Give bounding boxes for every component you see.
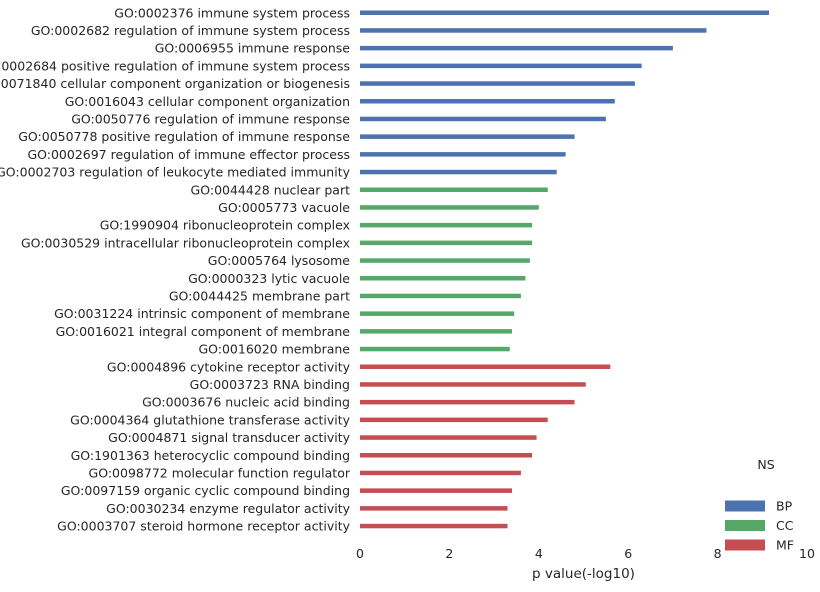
legend-swatch-cc — [725, 520, 765, 531]
bar-29 — [360, 506, 508, 511]
bar-12 — [360, 205, 539, 210]
y-tick-label: GO:0030529 intracellular ribonucleoprote… — [21, 235, 350, 250]
bar-3 — [360, 45, 673, 51]
bar-11 — [360, 187, 548, 192]
y-tick-label: GO:0050778 positive regulation of immune… — [18, 129, 350, 144]
bar-28 — [360, 488, 512, 493]
bar-23 — [360, 399, 575, 405]
y-tick-label: GO:0071840 cellular component organizati… — [0, 76, 350, 91]
y-tick-label: GO:0050776 regulation of immune response — [71, 111, 350, 126]
x-tick-label: 0 — [356, 546, 364, 561]
x-tick-label: 4 — [535, 546, 543, 561]
x-tick-label: 8 — [714, 546, 722, 561]
x-tick-labels: 0 2 4 6 8 10 — [356, 546, 815, 561]
bar-4 — [360, 63, 642, 69]
y-tick-label: GO:0002684 positive regulation of immune… — [0, 58, 350, 73]
x-axis-label: p value(-log10) — [532, 566, 635, 582]
y-tick-label: GO:1990904 ribonucleoprotein complex — [100, 218, 350, 233]
y-tick-label: GO:0031224 intrinsic component of membra… — [54, 306, 350, 321]
bar-10 — [360, 169, 557, 175]
bar-20 — [360, 346, 510, 352]
bars-layer — [360, 10, 770, 529]
y-tick-label: GO:0003676 nucleic acid binding — [142, 395, 350, 410]
y-tick-label: GO:0016021 integral component of membran… — [56, 324, 351, 339]
legend-label-mf: MF — [776, 538, 794, 553]
y-tick-label: GO:0006955 immune response — [155, 41, 351, 56]
y-tick-label: GO:0004364 glutathione transferase activ… — [70, 412, 350, 427]
legend-title: NS — [757, 457, 774, 472]
y-tick-label: GO:0002703 regulation of leukocyte media… — [0, 165, 351, 180]
y-tick-label: GO:0030234 enzyme regulator activity — [106, 501, 350, 516]
bar-16 — [360, 276, 526, 281]
bar-13 — [360, 222, 533, 228]
x-tick-label: 2 — [445, 546, 453, 561]
bar-22 — [360, 382, 586, 387]
y-tick-label: GO:0098772 molecular function regulator — [89, 465, 351, 480]
bar-6 — [360, 99, 615, 104]
y-tick-label: GO:0002682 regulation of immune system p… — [31, 23, 350, 38]
bar-27 — [360, 470, 521, 476]
bar-8 — [360, 134, 575, 139]
y-tick-label: GO:0004871 signal transducer activity — [108, 430, 350, 445]
y-tick-label: GO:0005773 vacuole — [218, 200, 350, 215]
bar-25 — [360, 435, 537, 440]
bar-24 — [360, 417, 548, 423]
bar-9 — [360, 152, 566, 157]
y-tick-label: GO:0003707 steroid hormone receptor acti… — [57, 519, 350, 534]
x-tick-label: 6 — [624, 546, 632, 561]
y-tick-labels: GO:0002376 immune system process GO:00026… — [0, 5, 351, 533]
y-tick-label: GO:0000323 lytic vacuole — [188, 271, 350, 286]
y-tick-label: GO:0016043 cellular component organizati… — [65, 94, 350, 109]
legend-label-bp: BP — [776, 499, 793, 514]
bar-2 — [360, 28, 707, 33]
legend-label-cc: CC — [776, 518, 794, 533]
bar-26 — [360, 453, 533, 458]
bar-17 — [360, 293, 521, 299]
y-tick-label: GO:0097159 organic cyclic compound bindi… — [61, 483, 350, 498]
bar-1 — [360, 10, 770, 15]
bar-18 — [360, 311, 515, 316]
bar-14 — [360, 240, 533, 246]
y-tick-label: GO:0016020 membrane — [198, 342, 350, 357]
y-tick-label: GO:0003723 RNA binding — [190, 377, 350, 392]
x-tick-label: 10 — [799, 546, 815, 561]
y-tick-label: GO:0002697 regulation of immune effector… — [27, 147, 350, 162]
y-tick-label: GO:0005764 lysosome — [208, 253, 351, 268]
legend: NS BP CC MF — [725, 457, 794, 553]
y-tick-label: GO:1901363 heterocyclic compound binding — [71, 448, 350, 463]
bar-7 — [360, 116, 606, 122]
bar-30 — [360, 523, 508, 529]
bar-21 — [360, 364, 611, 369]
y-tick-label: GO:0044425 membrane part — [169, 288, 350, 303]
bar-15 — [360, 258, 530, 263]
bar-19 — [360, 329, 512, 334]
y-tick-label: GO:0044428 nuclear part — [191, 182, 351, 197]
bar-5 — [360, 81, 635, 86]
y-tick-label: GO:0004896 cytokine receptor activity — [107, 359, 351, 374]
legend-swatch-bp — [725, 500, 765, 512]
y-tick-label: GO:0002376 immune system process — [114, 5, 350, 20]
legend-swatch-mf — [725, 539, 765, 551]
